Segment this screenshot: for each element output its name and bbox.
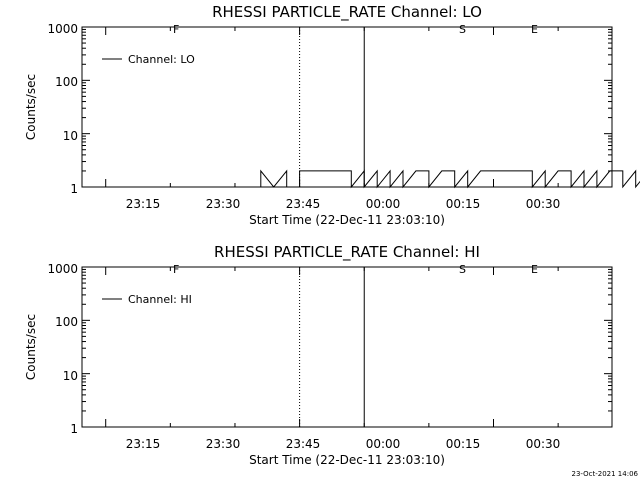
lo-channel-panel: RHESSI PARTICLE_RATE Channel: LO 1000 10… xyxy=(24,3,640,227)
lo-x-tick-2330: 23:30 xyxy=(206,197,241,211)
hi-y-tick-1000: 1000 xyxy=(47,262,78,276)
lo-marker-labels: F S E xyxy=(173,23,538,36)
lo-series-line xyxy=(260,169,640,189)
hi-marker-label-e: E xyxy=(531,263,538,276)
hi-y-tick-100: 100 xyxy=(55,315,78,329)
lo-x-tick-0015: 00:15 xyxy=(446,197,481,211)
hi-x-axis-label: Start Time (22-Dec-11 23:03:10) xyxy=(249,453,445,467)
footer-timestamp: 23-Oct-2021 14:06 xyxy=(572,470,639,478)
lo-y-tick-labels: 1000 100 10 1 xyxy=(47,22,78,196)
hi-x-tick-labels: 23:15 23:30 23:45 00:00 00:15 00:30 xyxy=(126,437,561,451)
lo-y-tick-1000: 1000 xyxy=(47,22,78,36)
lo-x-tick-labels: 23:15 23:30 23:45 00:00 00:15 00:30 xyxy=(126,197,561,211)
lo-marker-label-s: S xyxy=(459,23,466,36)
lo-chart-title: RHESSI PARTICLE_RATE Channel: LO xyxy=(212,3,482,22)
lo-legend: Channel: LO xyxy=(102,53,195,66)
lo-y-tick-1: 1 xyxy=(70,182,78,196)
hi-x-tick-0030: 00:30 xyxy=(526,437,561,451)
hi-x-tick-2315: 23:15 xyxy=(126,437,161,451)
lo-y-axis-label: Counts/sec xyxy=(24,74,38,140)
lo-x-tick-2315: 23:15 xyxy=(126,197,161,211)
lo-plot-area xyxy=(81,26,640,189)
hi-x-tick-2330: 23:30 xyxy=(206,437,241,451)
lo-x-tick-0030: 00:30 xyxy=(526,197,561,211)
hi-channel-panel: RHESSI PARTICLE_RATE Channel: HI 1000 10… xyxy=(24,243,613,467)
hi-y-axis-label: Counts/sec xyxy=(24,314,38,380)
lo-y-tick-10: 10 xyxy=(63,129,78,143)
lo-x-tick-0000: 00:00 xyxy=(366,197,401,211)
hi-y-tick-labels: 1000 100 10 1 xyxy=(47,262,78,436)
lo-x-tick-2345: 23:45 xyxy=(286,197,321,211)
lo-x-axis-label: Start Time (22-Dec-11 23:03:10) xyxy=(249,213,445,227)
hi-y-tick-10: 10 xyxy=(63,369,78,383)
hi-legend-label: Channel: HI xyxy=(128,293,192,306)
hi-plot-area xyxy=(81,266,613,428)
lo-y-tick-100: 100 xyxy=(55,75,78,89)
hi-marker-label-s: S xyxy=(459,263,466,276)
hi-legend: Channel: HI xyxy=(102,293,192,306)
lo-marker-label-e: E xyxy=(531,23,538,36)
hi-marker-labels: F S E xyxy=(173,263,538,276)
lo-marker-label-f: F xyxy=(173,23,179,36)
hi-x-tick-2345: 23:45 xyxy=(286,437,321,451)
lo-legend-label: Channel: LO xyxy=(128,53,195,66)
lo-axes-frame xyxy=(81,26,613,188)
hi-y-tick-1: 1 xyxy=(70,422,78,436)
hi-marker-label-f: F xyxy=(173,263,179,276)
hi-chart-title: RHESSI PARTICLE_RATE Channel: HI xyxy=(214,243,480,262)
hi-axes-frame xyxy=(81,266,613,428)
hi-x-tick-0015: 00:15 xyxy=(446,437,481,451)
hi-x-tick-0000: 00:00 xyxy=(366,437,401,451)
